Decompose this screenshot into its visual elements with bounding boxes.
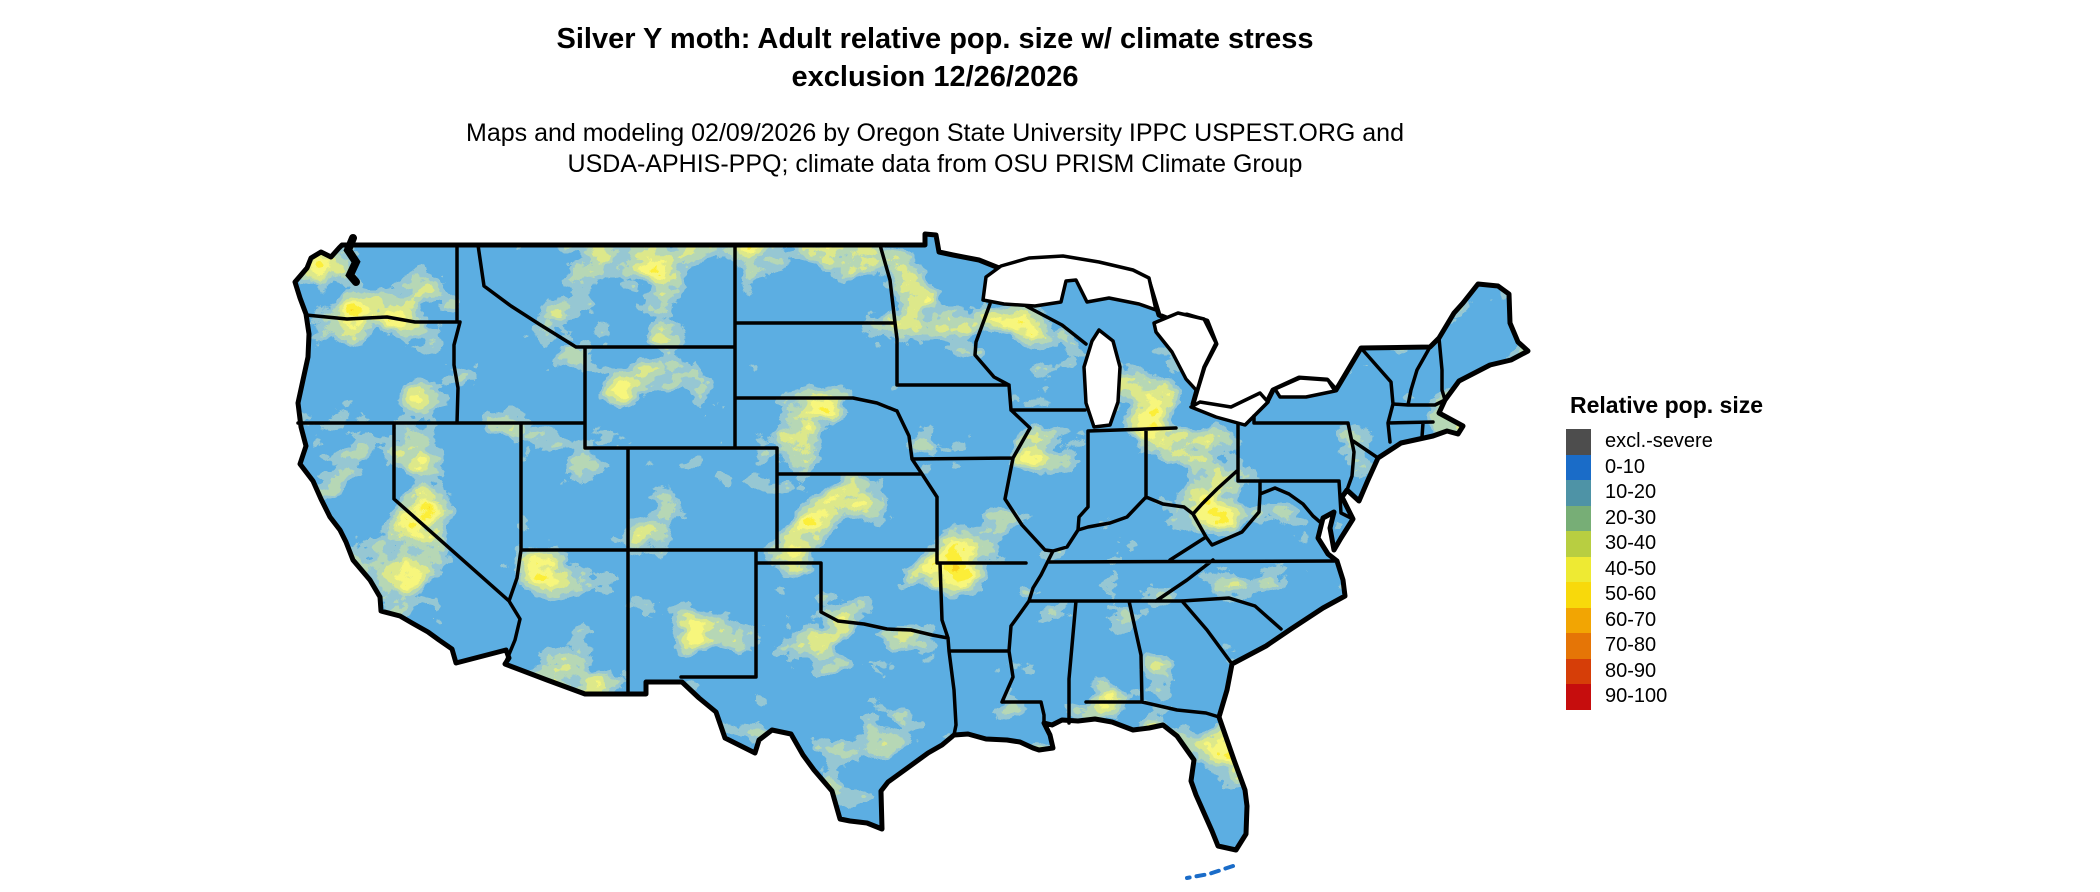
legend-label: 20-30 [1605, 506, 1657, 529]
page-title-line2: exclusion 12/26/2026 [791, 61, 1079, 93]
legend-swatch [1566, 607, 1591, 633]
legend-label: 0-10 [1605, 455, 1646, 478]
legend-swatch [1566, 531, 1591, 557]
subtitle-line1: Maps and modeling 02/09/2026 by Oregon S… [466, 119, 1404, 147]
legend-label: 90-100 [1605, 685, 1668, 708]
subtitle-line2: USDA-APHIS-PPQ; climate data from OSU PR… [567, 150, 1303, 178]
florida-keys [1185, 864, 1235, 880]
legend-swatch [1566, 556, 1591, 582]
legend-item: 70-80 [1566, 633, 1966, 659]
legend-item: 40-50 [1566, 556, 1966, 582]
legend-item: 50-60 [1566, 582, 1966, 608]
raster-fill [295, 234, 1528, 850]
legend-label: 50-60 [1605, 583, 1657, 606]
legend-label: 70-80 [1605, 634, 1657, 657]
lake-michigan [1082, 328, 1122, 429]
puget-sound [343, 234, 361, 286]
legend-title: Relative pop. size [1570, 392, 1764, 418]
legend-item: 30-40 [1566, 531, 1966, 557]
state-borders [296, 243, 1447, 737]
legend-item: excl.-severe [1566, 429, 1966, 455]
legend-swatch [1566, 429, 1591, 455]
legend-swatch [1566, 480, 1591, 506]
legend-swatch [1566, 505, 1591, 531]
legend-item: 90-100 [1566, 684, 1966, 710]
lake-erie [1189, 391, 1270, 427]
legend-swatch [1566, 582, 1591, 608]
lake-huron [1152, 311, 1218, 393]
legend-item: 80-90 [1566, 658, 1966, 684]
legend-item: 60-70 [1566, 607, 1966, 633]
legend-label: 10-20 [1605, 481, 1657, 504]
legend-label: 60-70 [1605, 608, 1657, 631]
legend: Relative pop. size excl.-severe 0-10 10-20… [1566, 392, 1966, 710]
legend-item: 0-10 [1566, 454, 1966, 480]
lake-ontario [1273, 376, 1337, 399]
legend-swatch [1566, 684, 1591, 710]
legend-swatch [1566, 658, 1591, 684]
lake-superior [981, 254, 1158, 312]
legend-label: 30-40 [1605, 532, 1657, 555]
legend-swatch [1566, 454, 1591, 480]
legend-swatch [1566, 633, 1591, 659]
us-outline [292, 231, 1531, 853]
header: Silver Y moth: Adult relative pop. size … [0, 20, 1870, 180]
subtitle: Maps and modeling 02/09/2026 by Oregon S… [0, 118, 1870, 180]
page-title-line1: Silver Y moth: Adult relative pop. size … [556, 23, 1314, 55]
us-map [287, 220, 1537, 885]
legend-label: excl.-severe [1605, 430, 1713, 453]
us-map-svg [292, 231, 1531, 880]
legend-item: 10-20 [1566, 480, 1966, 506]
legend-items: excl.-severe 0-10 10-20 20-30 30-40 40-50 50-6… [1566, 429, 1966, 710]
legend-label: 80-90 [1605, 659, 1657, 682]
legend-item: 20-30 [1566, 505, 1966, 531]
legend-label: 40-50 [1605, 557, 1657, 580]
great-lakes [981, 254, 1337, 429]
